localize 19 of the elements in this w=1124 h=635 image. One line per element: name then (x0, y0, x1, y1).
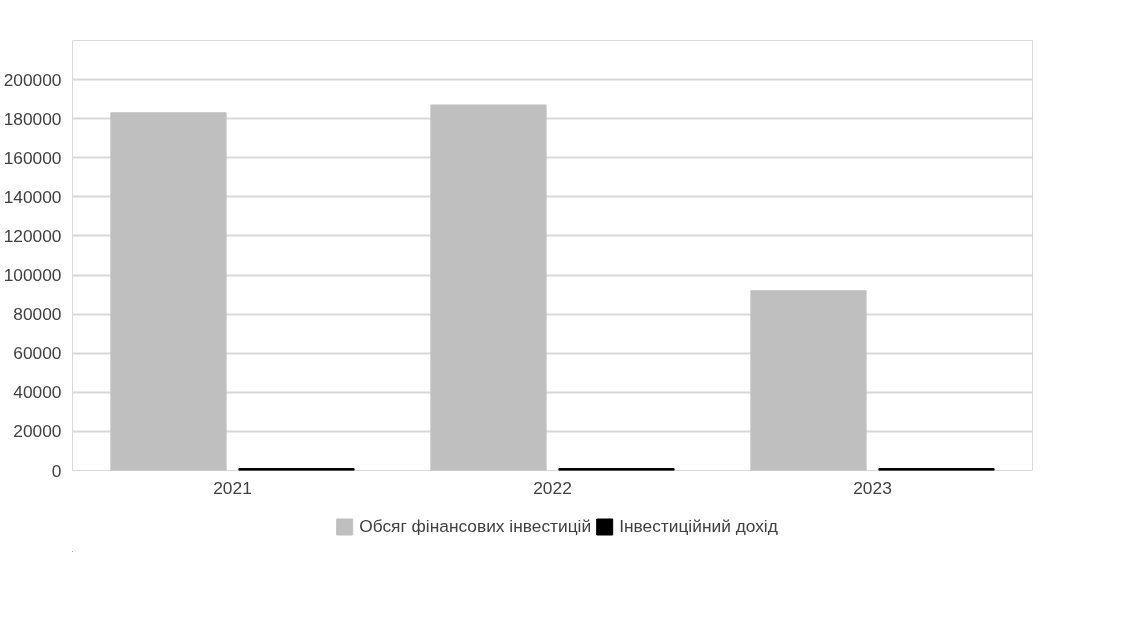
y-tick-label: 160000 (3, 147, 62, 168)
y-tick-label: 20000 (13, 421, 62, 442)
y-tick-label: 40000 (13, 382, 62, 403)
legend-label: Інвестиційний дохід (619, 515, 778, 537)
y-tick-label: 120000 (3, 225, 62, 246)
y-tick-label: 0 (51, 460, 62, 481)
y-tick-label: 80000 (13, 304, 62, 325)
x-tick-label: 2022 (533, 477, 572, 498)
y-tick-label: 200000 (3, 69, 62, 90)
legend-label: Обсяг фінансових інвестицій (359, 515, 592, 537)
y-tick-label: 180000 (3, 108, 62, 129)
x-tick-label: 2023 (853, 477, 892, 498)
y-tick-label: 140000 (3, 186, 62, 207)
bar (110, 112, 227, 471)
y-tick-label: 100000 (3, 265, 62, 286)
bar (430, 104, 547, 471)
x-tick-label: 2021 (213, 477, 252, 498)
bar (750, 290, 867, 471)
y-tick-label: 60000 (13, 343, 62, 364)
